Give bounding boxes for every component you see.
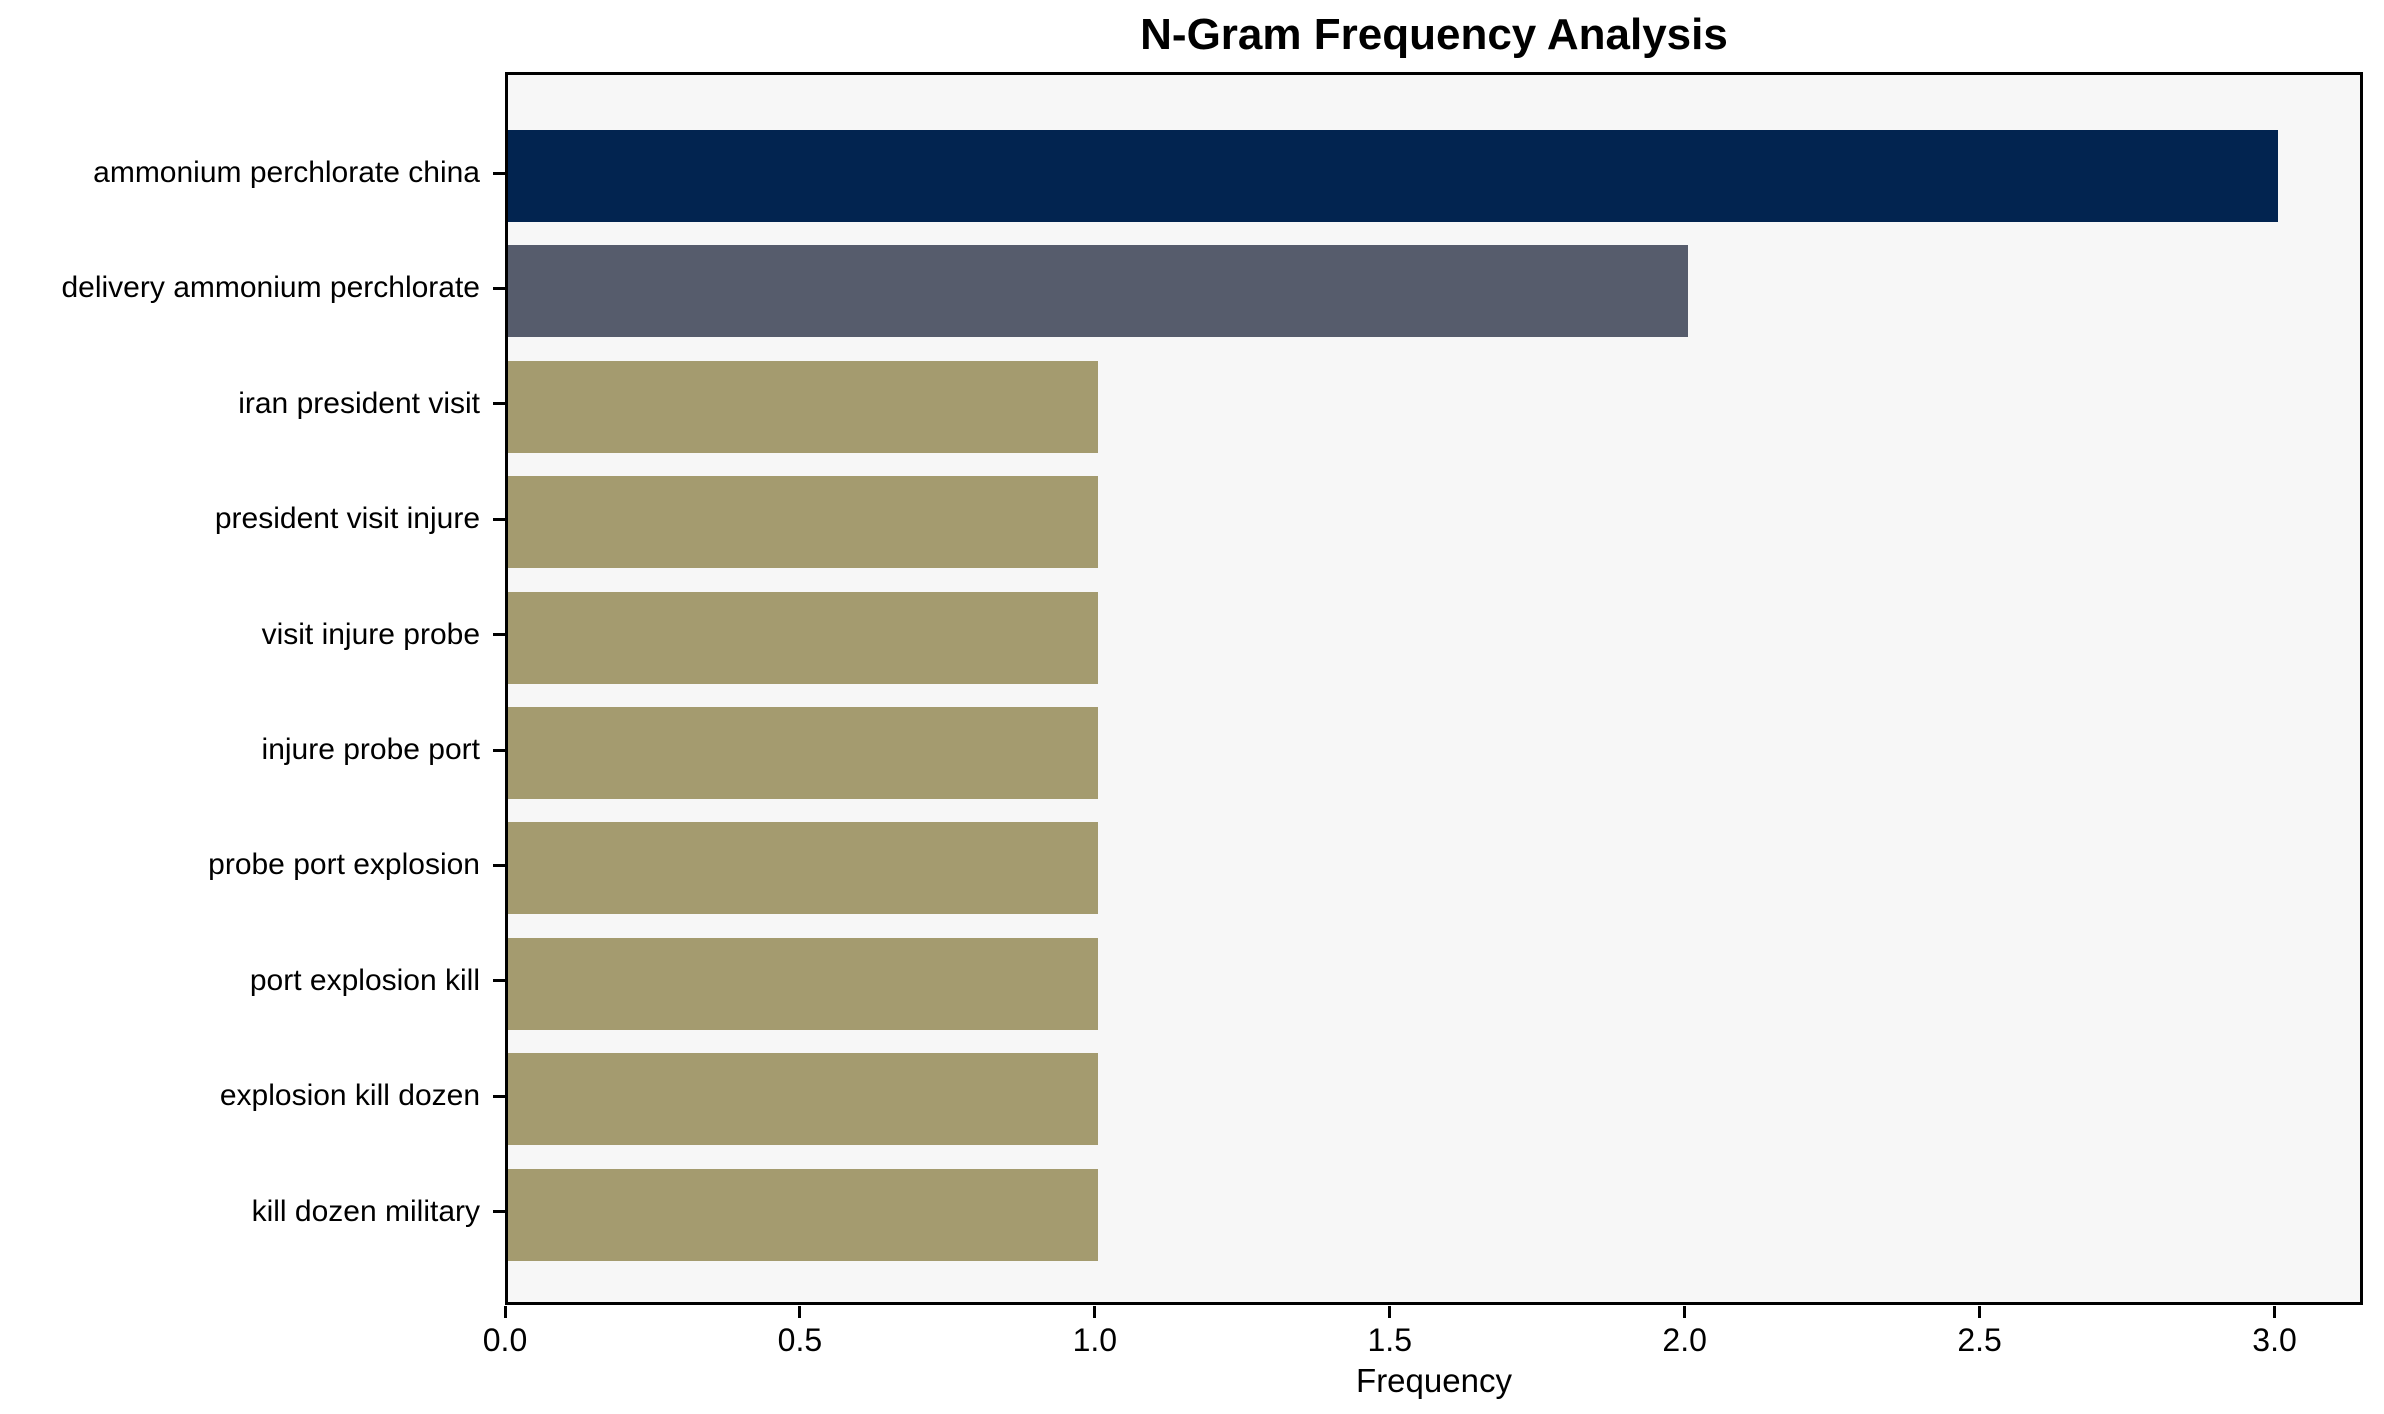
y-tick-mark [493, 1210, 505, 1214]
x-tick-mark [1978, 1306, 1982, 1318]
y-tick-label: probe port explosion [208, 848, 480, 882]
y-tick-label: visit injure probe [261, 617, 480, 651]
x-tick-mark [1388, 1306, 1392, 1318]
bar-9 [508, 1168, 1098, 1261]
x-tick-mark [1683, 1306, 1687, 1318]
bar-8 [508, 1053, 1098, 1146]
bar-5 [508, 707, 1098, 799]
y-tick-label: president visit injure [214, 502, 480, 536]
x-tick-label: 1.0 [1072, 1322, 1118, 1358]
bar-3 [508, 476, 1098, 569]
y-tick-mark [493, 633, 505, 637]
y-tick-label: delivery ammonium perchlorate [61, 271, 480, 305]
y-tick-mark [493, 517, 505, 521]
x-tick-mark [2273, 1306, 2277, 1318]
y-tick-mark [493, 402, 505, 406]
x-tick-mark [1093, 1306, 1097, 1318]
x-tick-label: 3.0 [2252, 1322, 2297, 1358]
y-tick-label: port explosion kill [249, 963, 480, 997]
x-tick-mark [798, 1306, 802, 1318]
x-tick-mark [503, 1306, 507, 1318]
y-tick-mark [493, 979, 505, 983]
y-tick-mark [493, 286, 505, 290]
chart-title: N-Gram Frequency Analysis [1140, 10, 1728, 59]
y-tick-label: kill dozen military [251, 1194, 480, 1228]
plot-area [505, 72, 2363, 1305]
x-tick-label: 2.5 [1957, 1322, 2002, 1358]
bar-2 [508, 360, 1098, 453]
bar-7 [508, 937, 1098, 1030]
y-tick-label: iran president visit [238, 386, 480, 420]
bar-6 [508, 822, 1098, 915]
bar-4 [508, 591, 1098, 684]
bar-0 [508, 130, 2278, 222]
y-tick-label: explosion kill dozen [219, 1079, 480, 1113]
x-axis-label: Frequency [1356, 1362, 1512, 1399]
y-tick-mark [493, 1094, 505, 1098]
bar-1 [508, 245, 1688, 338]
x-tick-label: 1.5 [1367, 1322, 1412, 1358]
x-tick-label: 0.5 [777, 1322, 823, 1358]
x-tick-label: 2.0 [1662, 1322, 1707, 1358]
y-tick-label: injure probe port [261, 733, 480, 766]
y-tick-mark [493, 171, 505, 175]
x-tick-label: 0.0 [482, 1322, 528, 1358]
y-tick-mark [493, 748, 505, 752]
y-tick-label: ammonium perchlorate china [93, 156, 480, 189]
y-tick-mark [493, 863, 505, 867]
